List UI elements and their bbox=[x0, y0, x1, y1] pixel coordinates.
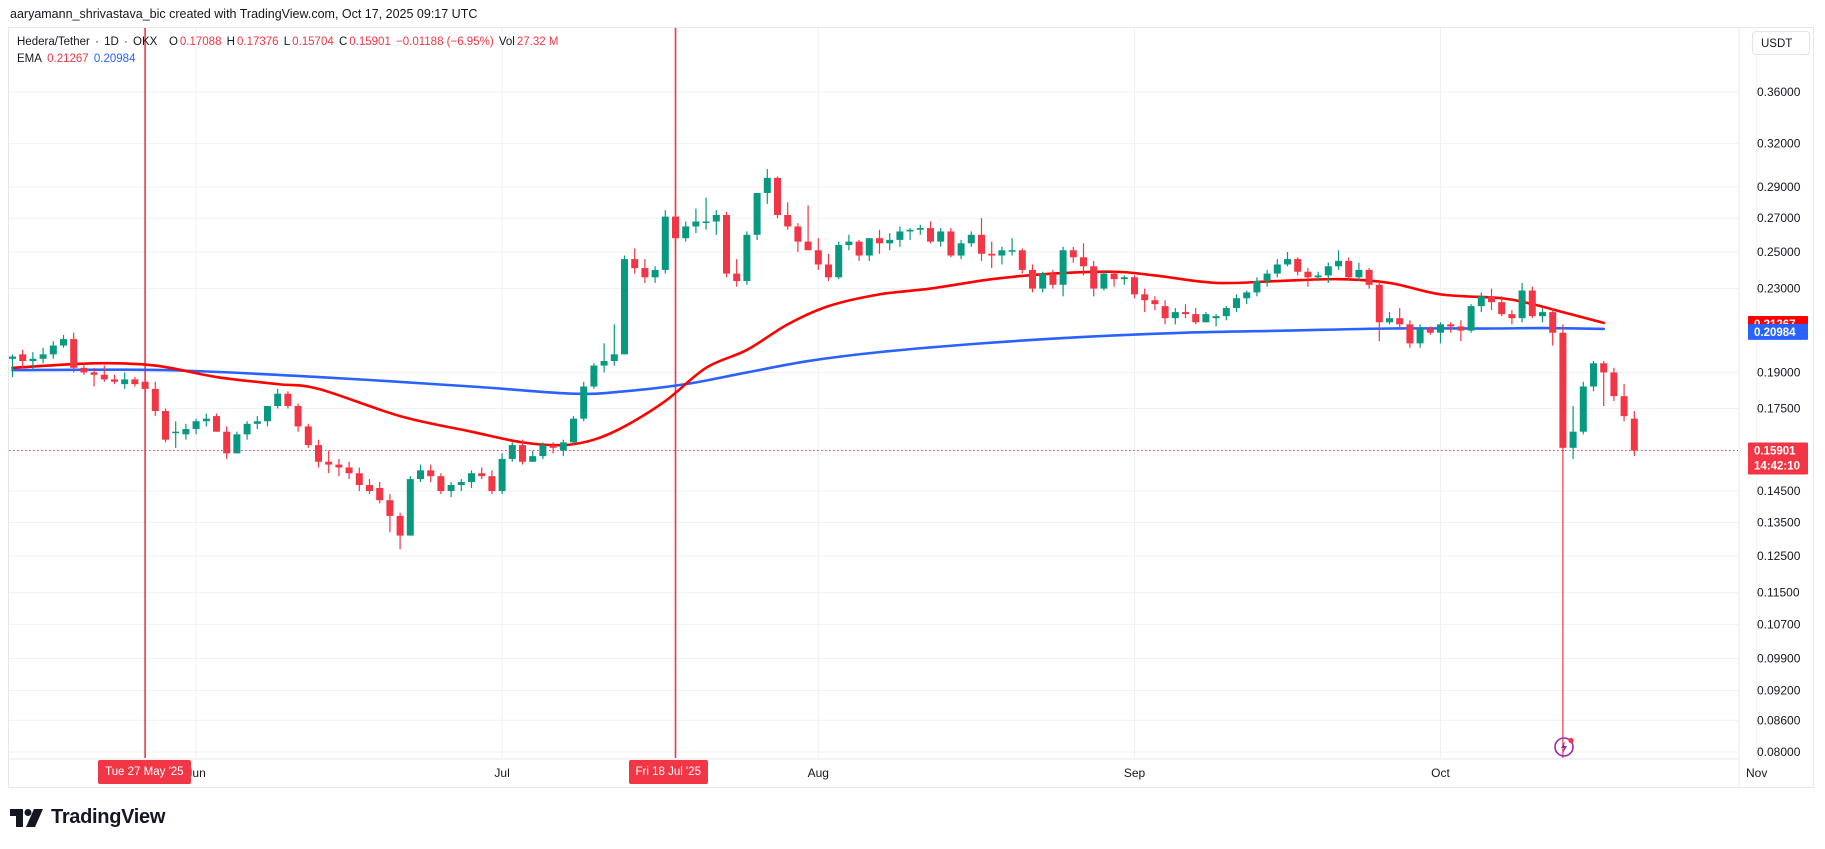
ema-fast-value: 0.21267 bbox=[47, 53, 89, 65]
chart-frame bbox=[8, 27, 1814, 788]
svg-text:14:42:10: 14:42:10 bbox=[1754, 461, 1800, 473]
price-axis-label: 0.14500 bbox=[1757, 484, 1801, 498]
ema-slow-value: 0.20984 bbox=[93, 53, 136, 65]
open-label: O bbox=[168, 36, 178, 48]
interval[interactable]: 1D bbox=[104, 36, 119, 48]
price-axis-label: 0.09900 bbox=[1757, 651, 1801, 665]
price-axis-label: 0.25000 bbox=[1757, 245, 1801, 259]
time-axis-label: Sep bbox=[1124, 766, 1146, 780]
time-axis-label: Aug bbox=[808, 766, 829, 780]
lightning-alert-icon[interactable] bbox=[1553, 736, 1575, 758]
time-axis[interactable]: Jun Jul Aug Sep Oct Nov bbox=[186, 766, 1767, 780]
svg-text:0.20984: 0.20984 bbox=[1754, 327, 1796, 339]
chart-legend: Hedera/Tether · 1D · OKX O 0.17088 H 0.173… bbox=[17, 34, 560, 68]
ema-slow-price-tag: 0.20984 bbox=[1748, 323, 1808, 340]
close-label: C bbox=[338, 36, 348, 48]
time-axis-label: Jul bbox=[494, 766, 509, 780]
tradingview-logo-icon bbox=[10, 808, 43, 827]
price-axis[interactable]: 0.36000 0.32000 0.29000 0.27000 0.25000 0.230… bbox=[1757, 85, 1801, 759]
date-tag-jul18: Fri 18 Jul '25 bbox=[628, 760, 708, 784]
price-axis-label: 0.10700 bbox=[1757, 617, 1801, 631]
close-value: 0.15901 bbox=[349, 36, 391, 48]
symbol-name[interactable]: Hedera/Tether bbox=[17, 36, 90, 48]
low-value: 0.15704 bbox=[292, 36, 334, 48]
open-value: 0.17088 bbox=[179, 36, 222, 48]
price-axis-label: 0.29000 bbox=[1757, 180, 1801, 194]
svg-text:0.15901: 0.15901 bbox=[1754, 446, 1796, 458]
price-axis-label: 0.23000 bbox=[1757, 282, 1801, 296]
volume-label: Vol bbox=[498, 36, 515, 48]
price-axis-label: 0.09200 bbox=[1757, 684, 1801, 698]
price-axis-label: 0.17500 bbox=[1757, 402, 1801, 416]
volume-value: 27.32 M bbox=[516, 36, 559, 48]
price-axis-label: 0.36000 bbox=[1757, 85, 1801, 99]
change-value: −0.01188 (−6.95%) bbox=[396, 36, 494, 48]
price-axis-label: 0.13500 bbox=[1757, 515, 1801, 529]
candlesticks bbox=[9, 169, 1638, 758]
time-axis-label: Oct bbox=[1431, 766, 1450, 780]
ohlc-row: Hedera/Tether · 1D · OKX O 0.17088 H 0.173… bbox=[17, 36, 559, 48]
brand-name: TradingView bbox=[51, 806, 166, 828]
price-axis-label: 0.08600 bbox=[1757, 713, 1801, 727]
price-axis-label: 0.12500 bbox=[1757, 549, 1801, 563]
price-axis-label: 0.08000 bbox=[1757, 745, 1801, 759]
chart-credit: aaryamann_shrivastava_bic created with T… bbox=[10, 7, 478, 21]
exchange: OKX bbox=[133, 36, 158, 48]
currency-selector[interactable]: USDT bbox=[1752, 31, 1810, 55]
time-axis-label: Nov bbox=[1746, 766, 1767, 780]
price-axis-label: 0.27000 bbox=[1757, 211, 1801, 225]
tradingview-logo[interactable]: TradingView bbox=[10, 806, 165, 829]
price-axis-label: 0.11500 bbox=[1757, 586, 1800, 600]
price-axis-label: 0.19000 bbox=[1757, 365, 1801, 379]
ema-label: EMA bbox=[17, 53, 42, 65]
grid-lines bbox=[9, 28, 1758, 787]
date-tag-may27: Tue 27 May '25 bbox=[98, 760, 191, 784]
time-axis-label: Jun bbox=[186, 766, 205, 780]
last-price-tag: 0.15901 14:42:10 bbox=[1748, 442, 1808, 475]
ema-fast-line bbox=[11, 270, 1605, 447]
ema-row[interactable]: EMA 0.21267 0.20984 bbox=[17, 51, 560, 68]
price-axis-label: 0.32000 bbox=[1757, 137, 1801, 151]
high-value: 0.17376 bbox=[236, 36, 279, 48]
high-label: H bbox=[226, 36, 235, 48]
ema-slow-line bbox=[11, 326, 1605, 396]
low-label: L bbox=[283, 36, 291, 48]
